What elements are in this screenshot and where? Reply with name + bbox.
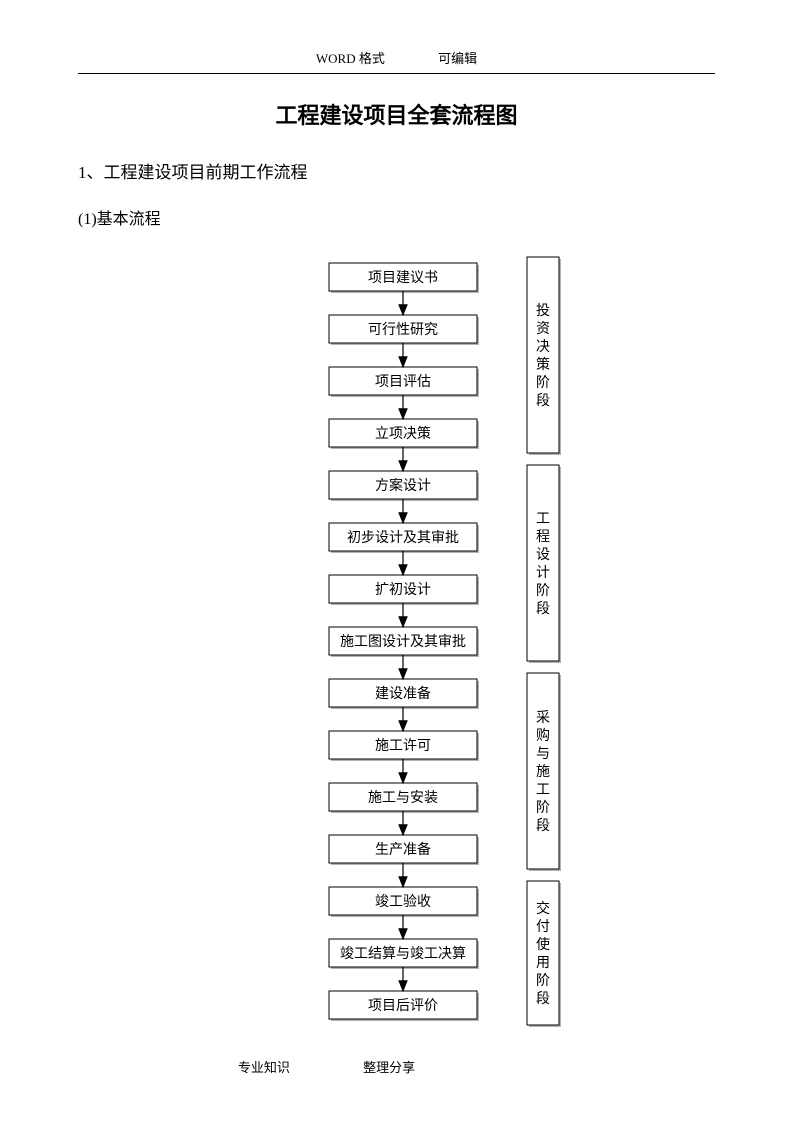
phase-box [527,257,559,453]
flowchart-svg: 投资决策阶段工程设计阶段采购与施工阶段交付使用阶段项目建议书可行性研究项目评估立… [207,253,587,1053]
section-heading-1: 1、工程建设项目前期工作流程 [78,158,793,183]
node-label: 施工许可 [375,738,431,754]
phase-label-char: 购 [536,728,550,744]
node-label: 施工与安装 [368,790,438,806]
phase-label-char: 资 [536,321,550,337]
node-label: 生产准备 [375,841,431,858]
phase-label-char: 阶 [536,800,550,816]
phase-label-char: 阶 [536,973,550,989]
phase-label-char: 施 [536,764,550,780]
section-heading-2: (1)基本流程 [78,205,793,229]
page-title: 工程建设项目全套流程图 [0,98,793,130]
phase-label-char: 程 [536,529,550,545]
node-label: 施工图设计及其审批 [340,634,466,650]
node-label: 立项决策 [375,425,431,442]
phase-label-char: 段 [536,393,550,409]
phase-label-char: 使 [536,936,550,953]
phase-label-char: 投 [536,303,550,319]
node-label: 项目后评价 [368,998,438,1014]
phase-box [527,465,559,661]
node-label: 扩初设计 [375,581,431,598]
phase-label-char: 段 [536,991,550,1007]
phase-label-char: 阶 [536,583,550,599]
phase-label-char: 交 [536,900,550,917]
phase-label-char: 段 [536,601,550,617]
phase-label-char: 设 [536,547,550,563]
node-label: 项目建议书 [368,270,438,286]
node-label: 建设准备 [375,685,431,702]
phase-label-char: 付 [536,919,550,935]
phase-label-char: 工 [536,783,550,798]
node-label: 初步设计及其审批 [347,529,459,546]
phase-label-char: 策 [536,356,550,373]
header-left-text: WORD 格式 [316,48,385,67]
header-right-text: 可编辑 [438,48,477,67]
phase-label-char: 决 [536,339,550,355]
node-label: 竣工验收 [375,894,431,910]
page-header: WORD 格式 可编辑 [0,0,793,67]
phase-label-char: 用 [536,956,550,971]
phase-label-char: 计 [536,565,550,581]
phase-label-char: 与 [536,746,550,762]
node-label: 竣工结算与竣工决算 [340,946,466,962]
node-label: 方案设计 [375,477,431,494]
page-footer: 专业知识 整理分享 [0,1057,793,1076]
node-label: 项目评估 [375,374,431,390]
phase-label-char: 阶 [536,375,550,391]
footer-left-text: 专业知识 [238,1057,290,1076]
node-label: 可行性研究 [368,322,438,338]
header-rule [78,73,715,74]
footer-right-text: 整理分享 [363,1057,415,1076]
phase-label-char: 采 [536,710,550,726]
phase-label-char: 工 [536,512,550,527]
phase-label-char: 段 [536,818,550,834]
